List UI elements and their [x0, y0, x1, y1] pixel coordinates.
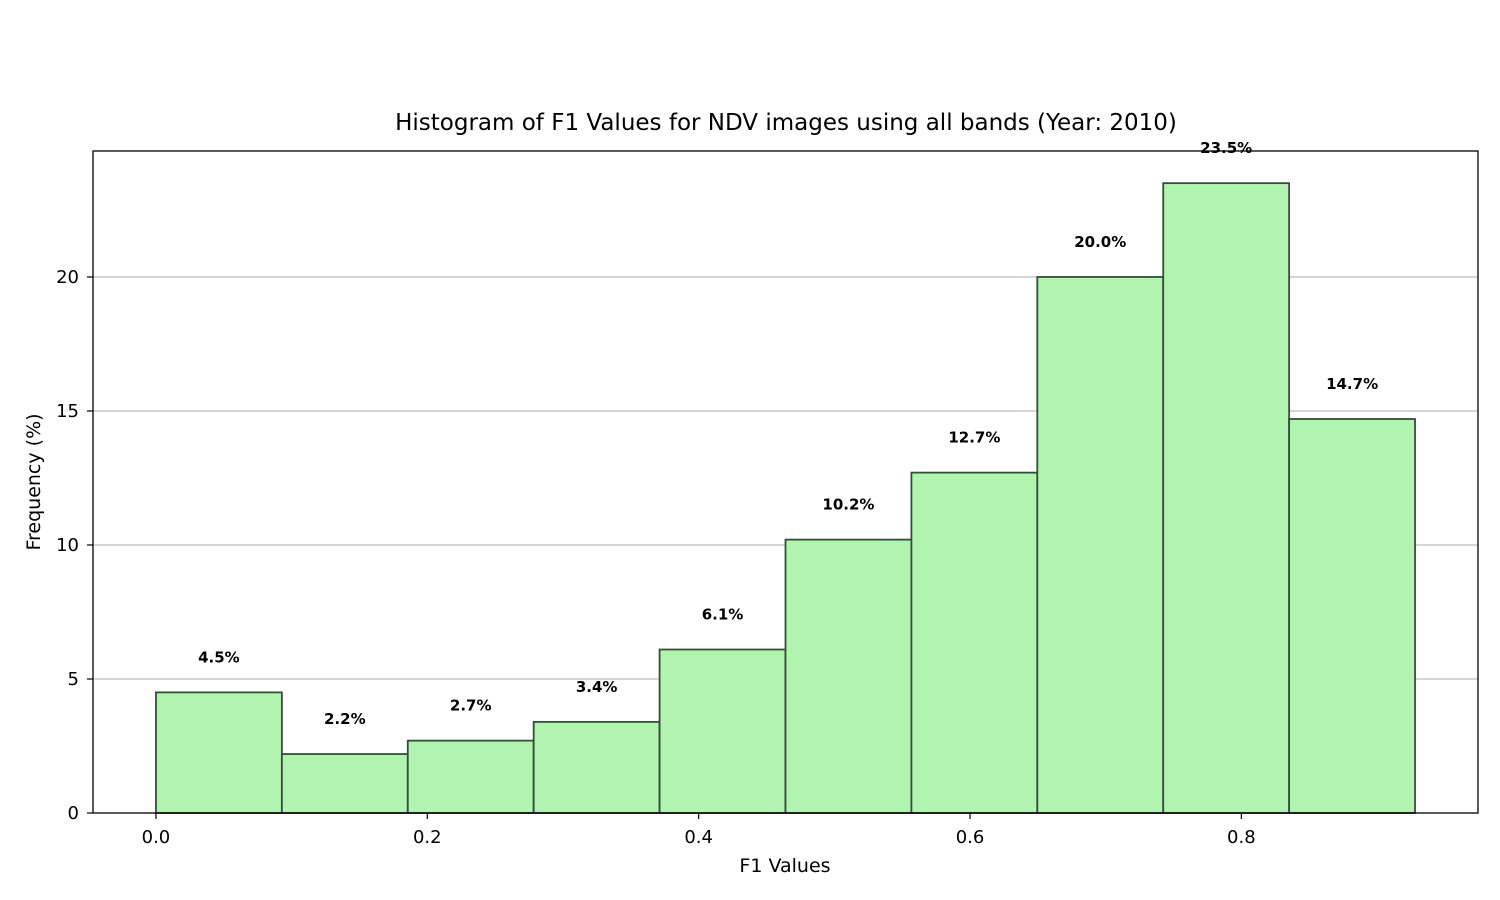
bar-value-label: 12.7% — [948, 429, 1000, 447]
y-tick-label: 0 — [68, 803, 79, 824]
histogram-bar — [1036, 276, 1165, 814]
histogram-bar — [406, 739, 535, 814]
bar-value-label: 10.2% — [822, 496, 874, 514]
bar-value-label: 4.5% — [198, 648, 240, 666]
histogram-bar — [1288, 418, 1416, 814]
y-axis-ticks: 0 5 10 15 20 — [56, 267, 93, 824]
bars — [155, 182, 1416, 814]
bar-value-label: 14.7% — [1326, 375, 1378, 393]
x-tick-label: 0.8 — [1227, 827, 1256, 848]
histogram-bar — [1162, 182, 1291, 814]
bar-value-label: 2.7% — [450, 697, 492, 715]
plot-frame — [92, 150, 1479, 814]
histogram-bar — [658, 648, 787, 814]
x-tick-label: 0.2 — [413, 827, 442, 848]
chart-title: Histogram of F1 Values for NDV images us… — [395, 110, 1177, 136]
bar-value-label: 2.2% — [324, 710, 366, 728]
histogram-bar — [155, 691, 283, 814]
bar-value-labels: 4.5% 2.2% 2.7% 3.4% 6.1% 10.2% 12.7% 20.0% 23.5%… — [198, 139, 1378, 728]
histogram-bar — [532, 720, 661, 814]
bar-value-label: 6.1% — [702, 606, 744, 624]
x-tick-label: 0.4 — [684, 827, 713, 848]
x-tick-label: 0.6 — [956, 827, 985, 848]
bar-value-label: 23.5% — [1200, 139, 1252, 157]
histogram-bar — [280, 753, 409, 814]
y-tick-label: 20 — [56, 267, 79, 288]
histogram-bar — [784, 538, 913, 814]
bar-value-label: 3.4% — [576, 678, 618, 696]
y-tick-label: 5 — [68, 669, 79, 690]
bar-value-label: 20.0% — [1074, 233, 1126, 251]
histogram-bar — [910, 471, 1039, 814]
x-axis-label: F1 Values — [739, 855, 830, 877]
y-tick-label: 10 — [56, 535, 79, 556]
x-axis-ticks: 0.0 0.2 0.4 0.6 0.8 — [142, 813, 1256, 848]
x-tick-label: 0.0 — [142, 827, 171, 848]
y-axis-label: Frequency (%) — [23, 413, 45, 550]
y-tick-label: 15 — [56, 401, 79, 422]
